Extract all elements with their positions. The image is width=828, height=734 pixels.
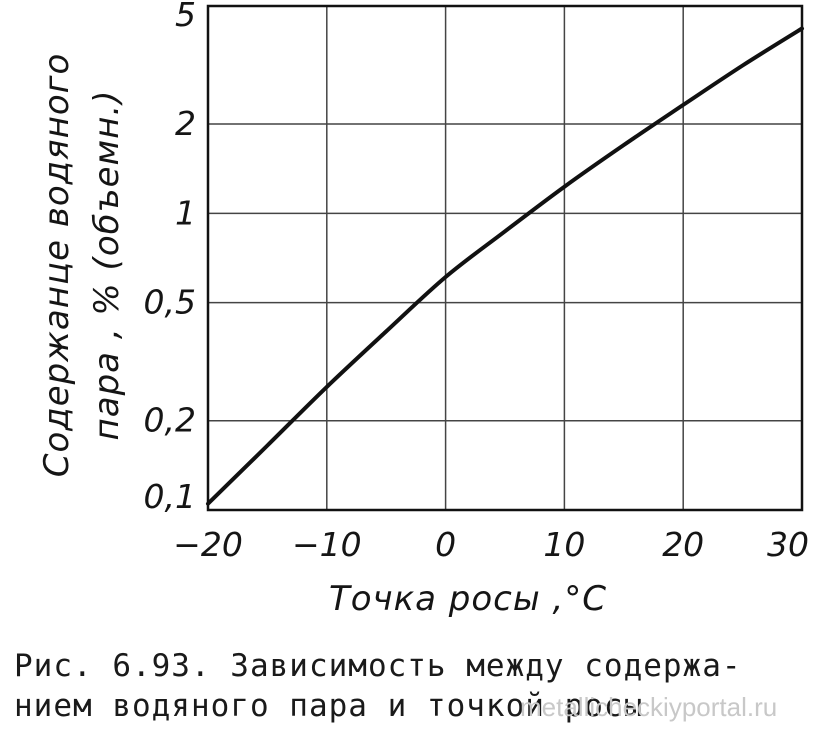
figure-caption-line1: Рис. 6.93. Зависимость между содержа- [14, 648, 742, 684]
x-tick-label: −20 [173, 525, 243, 564]
y-tick-label: 1 [175, 193, 196, 232]
grid [208, 6, 802, 510]
y-tick-label: 0,5 [144, 283, 196, 322]
x-tick-label: 30 [767, 525, 809, 564]
x-tick-label: −10 [292, 525, 362, 564]
x-tick-label: 0 [435, 525, 456, 564]
figure-caption-line2: нием водяного пара и точкой росы [14, 688, 644, 724]
y-tick-label: 0,2 [144, 401, 196, 440]
x-tick-label: 20 [662, 525, 704, 564]
x-axis-title: Точка росы ,°C [329, 579, 607, 619]
y-tick-label: 0,1 [144, 477, 196, 516]
y-axis-title-line1: Содержанце водяного [37, 53, 77, 478]
y-tick-label: 2 [175, 104, 196, 143]
x-tick-label: 10 [543, 525, 585, 564]
y-tick-label: 5 [175, 0, 196, 34]
series-line [206, 26, 804, 506]
watermark: metallicheckiyportal.ru [520, 692, 778, 722]
tick-labels: −20 −10 0 10 20 30 0,1 0,2 0,5 1 2 5 [144, 0, 809, 564]
y-axis-title-line2: пара , % (объемн.) [87, 90, 127, 441]
plot-frame [206, 4, 804, 512]
